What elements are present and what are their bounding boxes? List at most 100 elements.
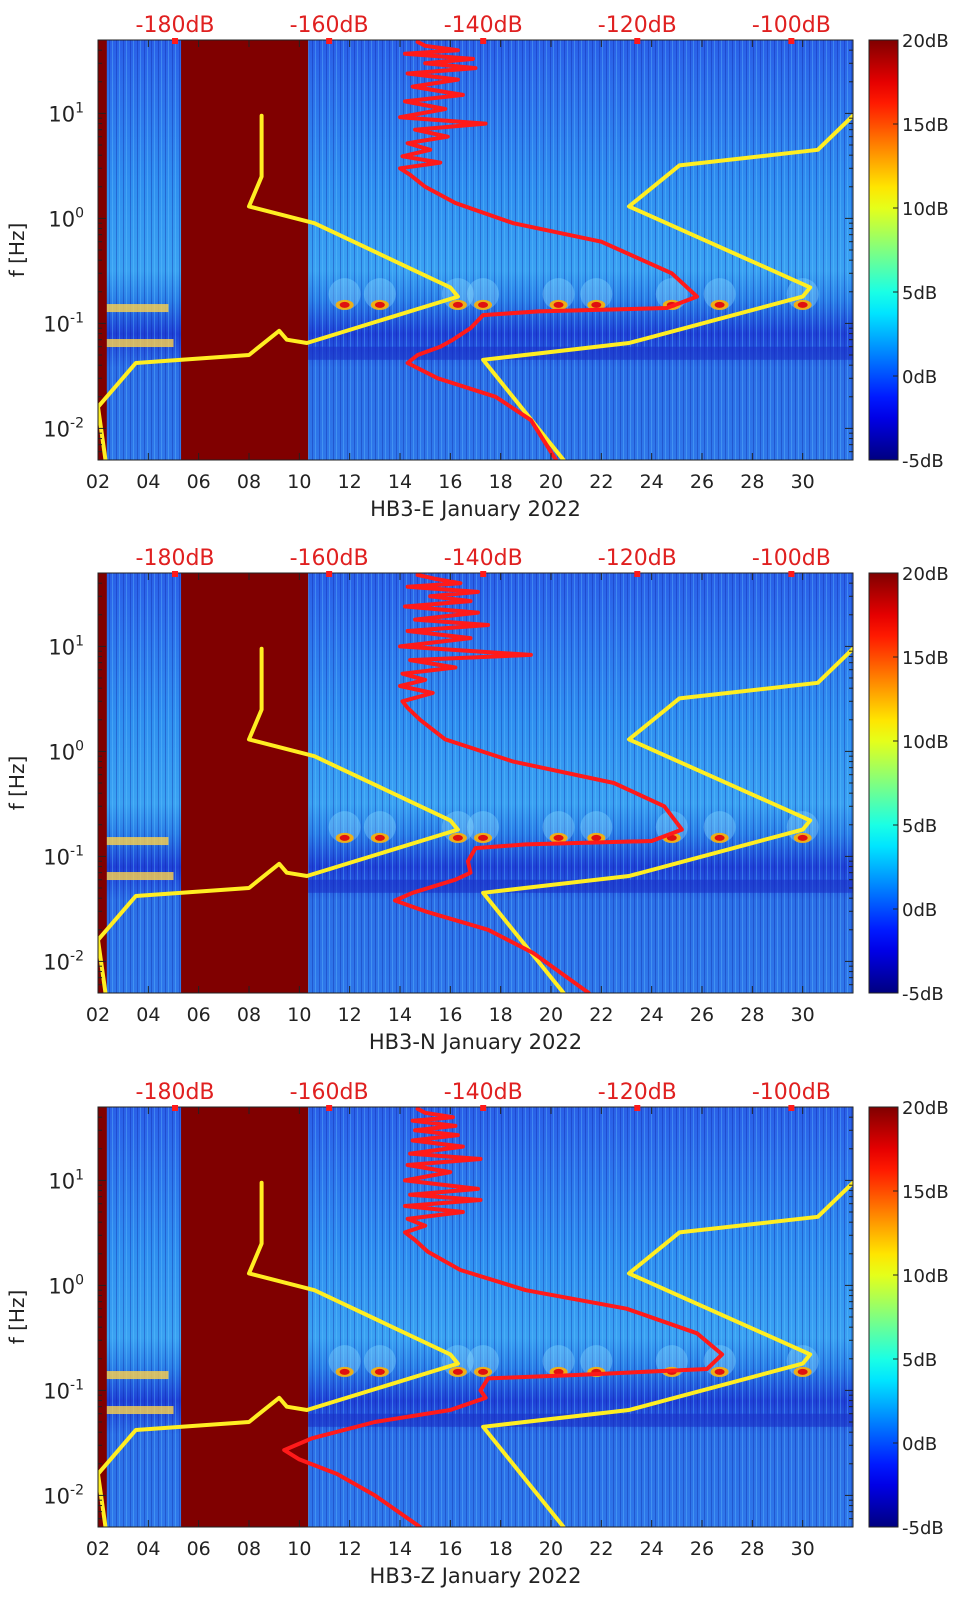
y-tick-base: 10 (43, 417, 70, 441)
spectrogram-plot (98, 1107, 853, 1527)
top-axis-tick (634, 571, 641, 577)
psd-curve (393, 573, 684, 993)
x-tick-label: 10 (287, 1004, 311, 1026)
x-tick-label: 16 (438, 471, 462, 493)
storm-peak (797, 301, 808, 308)
energy-band (105, 1406, 174, 1415)
storm-halo (363, 1345, 396, 1378)
top-axis-tick (480, 38, 487, 44)
y-tick-exponent: 0 (75, 738, 84, 754)
storm-halo (580, 811, 613, 844)
colorbar-label: 10dB (902, 732, 949, 753)
y-tick-label: 10-1 (43, 310, 84, 336)
y-tick-label: 10-2 (43, 415, 84, 441)
y-tick-exponent: 0 (75, 1272, 84, 1288)
top-axis-tick (326, 1105, 333, 1111)
x-tick-label: 18 (489, 1004, 513, 1026)
y-tick-base: 10 (48, 635, 75, 659)
psd-curve (282, 1107, 725, 1527)
x-tick-label: 04 (136, 471, 160, 493)
energy-band (105, 872, 174, 881)
colorbar (868, 572, 899, 994)
top-axis-label: -160dB (290, 13, 369, 38)
colorbar-label: 5dB (902, 1350, 937, 1371)
top-axis-label: -180dB (136, 1080, 215, 1105)
colorbar-label: 15dB (902, 115, 949, 136)
x-tick-label: 10 (287, 471, 311, 493)
y-tick-label: 10-1 (43, 843, 84, 869)
colorbar-label: 20dB (902, 1098, 949, 1119)
spectrogram-plot (98, 40, 853, 460)
noise-model-curve (98, 1180, 460, 1527)
top-axis-tick (172, 1105, 179, 1111)
x-tick-label: 28 (740, 1004, 764, 1026)
storm-peak (478, 834, 489, 841)
x-tick-label: 20 (539, 1538, 563, 1560)
top-axis-label: -140dB (444, 546, 523, 571)
top-axis-label: -160dB (290, 1080, 369, 1105)
energy-band (105, 304, 169, 313)
x-tick-label: 28 (740, 1538, 764, 1560)
y-tick-label: 100 (48, 205, 84, 231)
x-tick-label: 16 (438, 1004, 462, 1026)
psd-curve (398, 40, 699, 460)
x-tick-label: 08 (237, 471, 261, 493)
storm-halo (467, 811, 500, 844)
storm-peak (797, 834, 808, 841)
x-tick-label: 02 (86, 471, 110, 493)
x-tick-label: 24 (640, 1004, 664, 1026)
x-tick-label: 06 (187, 1538, 211, 1560)
x-tick-label: 30 (791, 1538, 815, 1560)
x-tick-label: 06 (187, 471, 211, 493)
x-tick-label: 30 (791, 1004, 815, 1026)
x-tick-label: 14 (388, 471, 412, 493)
storm-halo (580, 278, 613, 311)
y-tick-label: 100 (48, 1272, 84, 1298)
colorbar (868, 39, 899, 461)
colorbar-label: -5dB (902, 1518, 944, 1539)
x-tick-label: 04 (136, 1004, 160, 1026)
colorbar-label: 0dB (902, 900, 937, 921)
y-axis-label: f [Hz] (5, 223, 29, 278)
top-axis-label: -120dB (598, 546, 677, 571)
top-axis-label: -140dB (444, 13, 523, 38)
y-tick-base: 10 (48, 740, 75, 764)
colorbar-label: 0dB (902, 1434, 937, 1455)
storm-peak (714, 834, 725, 841)
colorbar-label: 10dB (902, 199, 949, 220)
top-axis-tick (634, 38, 641, 44)
storm-halo (328, 278, 361, 311)
colorbar-label: 5dB (902, 816, 937, 837)
y-tick-base: 10 (48, 207, 75, 231)
y-tick-base: 10 (48, 1169, 75, 1193)
data-gap (181, 1107, 309, 1527)
top-axis-tick (172, 38, 179, 44)
x-tick-label: 08 (237, 1538, 261, 1560)
x-tick-label: 26 (690, 471, 714, 493)
storm-peak (374, 834, 385, 841)
colorbar-label: -5dB (902, 984, 944, 1005)
data-gap (181, 573, 309, 993)
noise-model-curve (481, 113, 853, 460)
x-axis-label: HB3-E January 2022 (370, 497, 581, 521)
y-tick-exponent: 1 (75, 1167, 84, 1183)
data-gap (98, 573, 107, 993)
storm-peak (339, 834, 350, 841)
x-tick-label: 26 (690, 1538, 714, 1560)
y-tick-exponent: -2 (70, 948, 84, 964)
top-axis-tick (326, 38, 333, 44)
top-axis-tick (788, 38, 795, 44)
storm-peak (591, 834, 602, 841)
top-axis-label: -100dB (752, 546, 831, 571)
low-energy-band (308, 1413, 853, 1427)
y-tick-label: 101 (48, 633, 84, 659)
y-tick-base: 10 (43, 950, 70, 974)
x-tick-label: 18 (489, 471, 513, 493)
x-tick-label: 24 (640, 1538, 664, 1560)
colorbar-label: 15dB (902, 1182, 949, 1203)
storm-peak (478, 1368, 489, 1375)
x-tick-label: 18 (489, 1538, 513, 1560)
